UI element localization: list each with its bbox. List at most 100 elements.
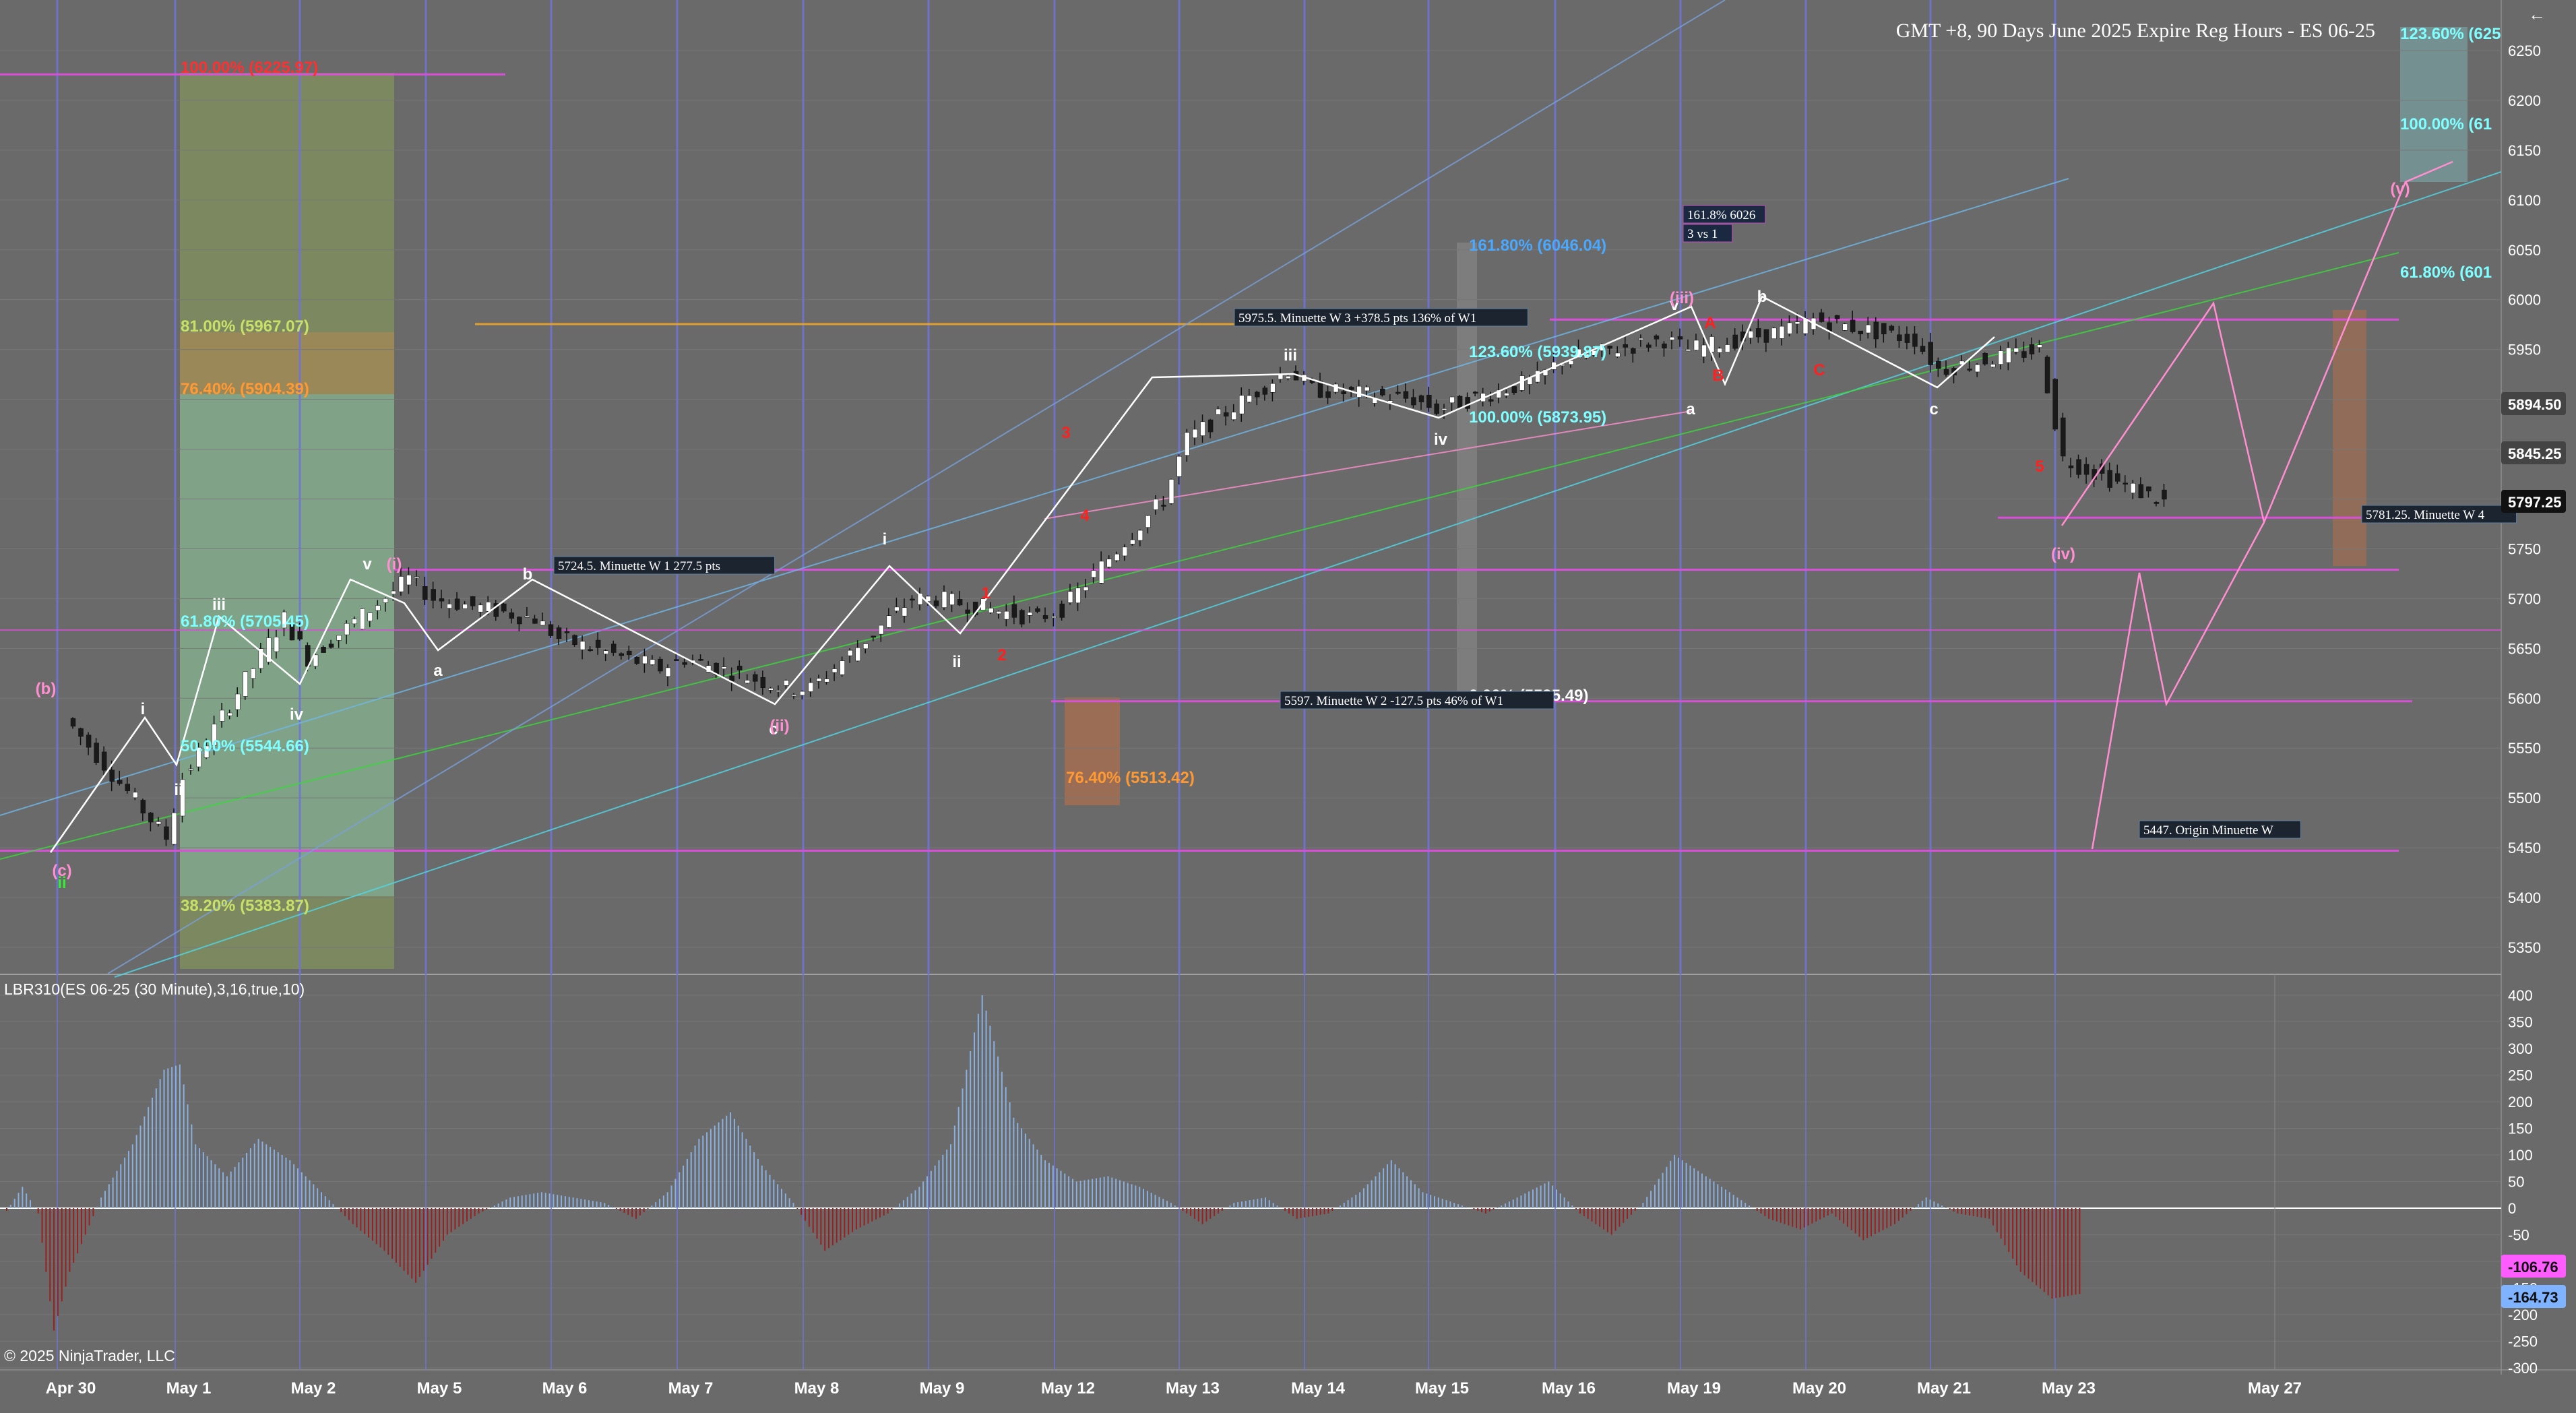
candle-body [1974, 364, 1980, 373]
candle-body [359, 608, 365, 630]
candle-body [957, 599, 963, 606]
candle-body [1850, 319, 1856, 332]
candle-body [517, 617, 522, 625]
indicator-tick-label: 200 [2508, 1094, 2533, 1110]
candle-body [1496, 389, 1502, 398]
candle-body [1200, 421, 1205, 436]
candle-body [564, 631, 570, 633]
candle-body [627, 650, 632, 656]
wave-label: i [883, 530, 887, 548]
annotation-box [2139, 820, 2301, 839]
indicator-label: LBR310(ES 06-25 (30 Minute),3,16,true,10… [4, 980, 305, 998]
candle-body [156, 821, 162, 825]
candle-body [1278, 374, 1284, 379]
date-label: Apr 30 [46, 1379, 96, 1398]
candle-body [1247, 395, 1253, 403]
price-tag-value: 5797.25 [2508, 494, 2562, 511]
candle-body [1223, 412, 1229, 417]
candle-body [572, 635, 577, 645]
wave-label: C [1813, 361, 1825, 379]
candle-body [1137, 530, 1143, 541]
candle-body [658, 658, 663, 672]
candle-body [1434, 403, 1439, 414]
date-label: May 19 [1667, 1379, 1721, 1398]
candle-body [2162, 489, 2167, 500]
candle-body [289, 624, 295, 641]
candle-body [501, 603, 507, 612]
wave-label: 3 [1061, 424, 1070, 442]
wave-label: (b) [36, 680, 57, 698]
candle-body [1779, 325, 1785, 339]
candle-body [509, 613, 515, 619]
candle-body [1654, 336, 1660, 340]
price-tick-label: 6100 [2508, 192, 2541, 209]
wave-label: B [1712, 367, 1724, 385]
wave-label: 5 [2035, 458, 2044, 476]
candlesticks [70, 309, 2167, 846]
candle-body [1011, 604, 1017, 618]
fib-label: 81.00% (5967.07) [181, 317, 309, 336]
candle-body [2068, 465, 2074, 468]
price-tick-label: 5400 [2508, 889, 2541, 906]
fib-label: 76.40% (5904.39) [181, 380, 309, 398]
candle-body [1465, 397, 1470, 409]
candle-body [383, 598, 389, 603]
candle-body [297, 631, 303, 639]
candle-body [1488, 399, 1494, 402]
candle-body [196, 747, 201, 767]
candle-body [1317, 380, 1323, 398]
candle-body [1019, 610, 1025, 625]
indicator-tick-label: -250 [2508, 1333, 2538, 1350]
indicator-axis[interactable]: 400350300250200150100500-50-100-150-200-… [2508, 987, 2538, 1377]
candle-body [532, 618, 538, 624]
price-tick-label: 5550 [2508, 740, 2541, 757]
candle-body [2021, 351, 2027, 358]
wave-label: A [1704, 314, 1716, 332]
time-axis[interactable]: Apr 30 May 1 May 2 May 5 May 6 May 7 May 8 May … [46, 1379, 2302, 1398]
candle-body [1873, 321, 1879, 340]
fib-label: 50.00% (5544.66) [181, 737, 309, 755]
candle-body [1035, 608, 1040, 612]
candle-body [1145, 515, 1151, 528]
candle-body [1176, 456, 1182, 477]
candle-body [1122, 546, 1128, 557]
back-arrow-icon[interactable]: ← [2528, 4, 2546, 24]
candle-body [824, 679, 829, 683]
candle-body [753, 674, 758, 682]
candle-body [1153, 499, 1159, 510]
candle-body [925, 596, 931, 602]
candle-body [1356, 385, 1362, 398]
date-label: May 20 [1792, 1379, 1846, 1398]
candle-body [1685, 349, 1691, 352]
annotation-box [1683, 224, 1733, 243]
candle-body [862, 643, 869, 650]
wave-label: v [363, 555, 372, 573]
candle-body [579, 641, 586, 650]
wave-label: a [1686, 400, 1695, 418]
candle-body [203, 745, 210, 758]
candle-body [1341, 391, 1346, 394]
candle-body [736, 666, 743, 670]
fib-zone-orange [180, 332, 394, 394]
candle-body [1348, 387, 1354, 390]
candle-body [1881, 323, 1887, 335]
wave-label: iv [1434, 431, 1448, 449]
candle-body [1646, 344, 1652, 348]
candle-body [1576, 348, 1581, 358]
candle-body [910, 598, 915, 601]
candle-body [1967, 369, 1972, 371]
trend-line [107, 0, 1726, 974]
candle-body [2131, 483, 2136, 493]
candle-body [1114, 553, 1120, 561]
price-tag [2501, 490, 2566, 513]
indicator-tick-label: 400 [2508, 987, 2533, 1004]
candle-body [1794, 321, 1800, 325]
candle-body [1168, 479, 1174, 504]
candle-body [375, 605, 381, 611]
candle-body [1717, 348, 1722, 353]
wave-label: ii [174, 781, 183, 799]
candle-body [313, 654, 319, 666]
candle-body [180, 779, 185, 817]
date-label: May 16 [1542, 1379, 1596, 1398]
